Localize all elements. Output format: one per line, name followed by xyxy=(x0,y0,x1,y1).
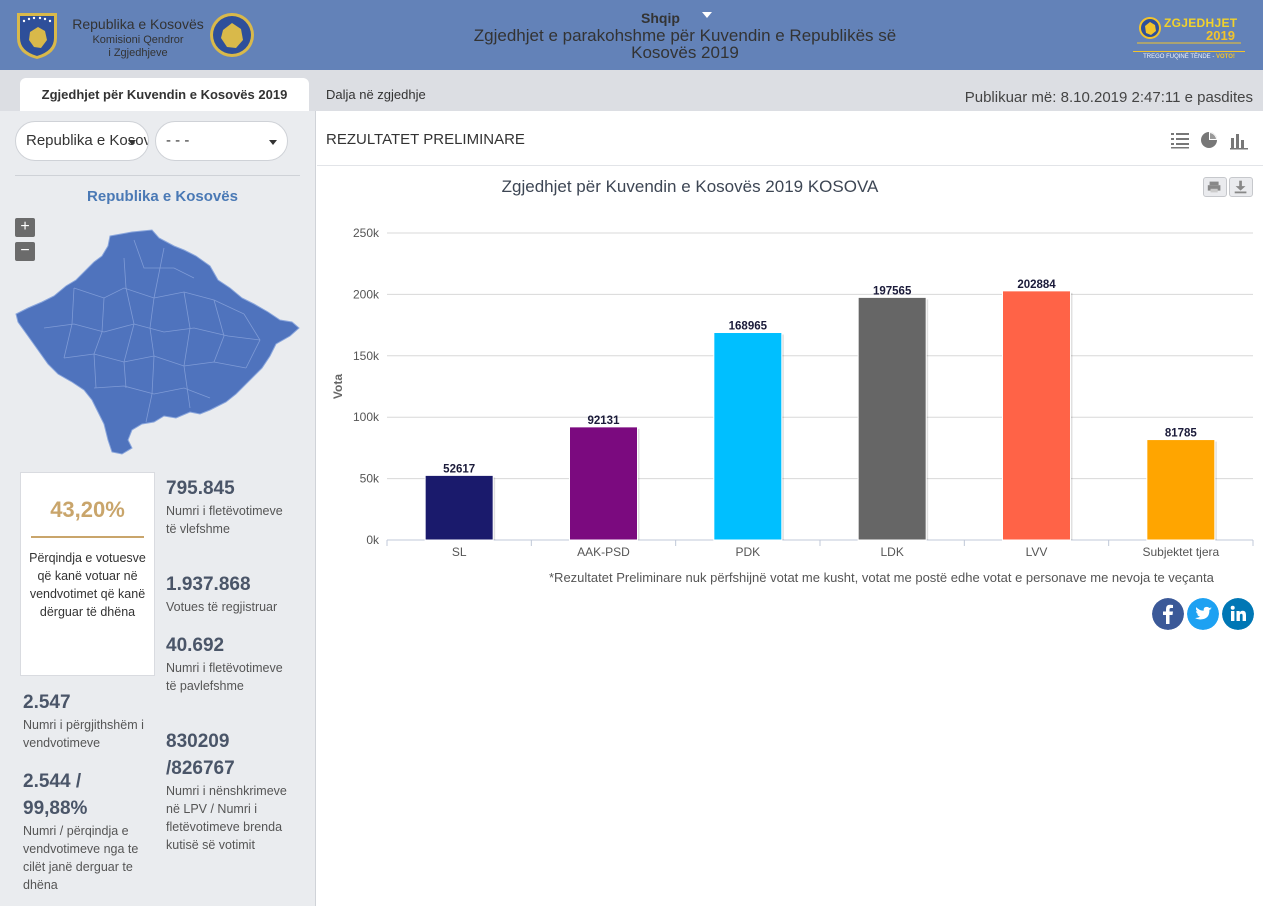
turnout-percentage: 43,20% xyxy=(50,497,125,522)
bar-chart-icon[interactable] xyxy=(1229,130,1249,150)
commission-seal-icon xyxy=(210,13,254,57)
invalid-ballots-label: Numri i fletëvotimeve të pavlefshme xyxy=(166,661,283,693)
municipality-borders xyxy=(43,239,261,423)
bar-pdk xyxy=(713,332,783,541)
y-tick-label: 100k xyxy=(353,410,380,424)
polling-stations-reported-label: Numri / përqindja e vendvotimeve nga te … xyxy=(23,824,139,892)
polling-stations-reported: 2.544 / 99,88% xyxy=(23,771,88,819)
bar-lvv xyxy=(1002,290,1071,541)
print-button[interactable] xyxy=(1203,177,1227,197)
x-tick-label: AAK-PSD xyxy=(577,545,630,559)
municipality-select-value: - - - xyxy=(166,132,190,149)
chevron-down-icon xyxy=(269,140,277,145)
published-timestamp: Publikuar më: 8.10.2019 2:47:11 e pasdit… xyxy=(964,89,1253,106)
valid-ballots-label: Numri i fletëvotimeve të vlefshme xyxy=(166,504,283,536)
chart-footnote: *Rezultatet Preliminare nuk përfshijnë v… xyxy=(549,570,1214,585)
y-tick-label: 250k xyxy=(353,226,380,240)
chevron-down-icon[interactable] xyxy=(702,12,712,18)
tab-assembly-elections[interactable]: Zgjedhjet për Kuvendin e Kosovës 2019 xyxy=(20,78,309,111)
bar-value-label: 168965 xyxy=(729,321,768,333)
facebook-icon[interactable] xyxy=(1152,598,1184,630)
signatures-ballots-count: 830209 /826767 xyxy=(166,731,235,779)
list-icon[interactable] xyxy=(1170,130,1190,150)
region-select[interactable]: Republika e Kosovës xyxy=(15,121,149,161)
tab-turnout[interactable]: Dalja në zgjedhje xyxy=(326,87,426,102)
logo-slogan-text: TREGO FUQINË TËNDE - xyxy=(1143,54,1215,60)
zoom-in-button[interactable]: + xyxy=(15,218,35,237)
turnout-description: Përqindja e votuesve që kanë votuar në v… xyxy=(29,551,146,619)
bar-subjektet-tjera xyxy=(1146,439,1216,541)
logo-slogan: TREGO FUQINË TËNDE - VOTO! xyxy=(1133,51,1245,60)
results-bar-chart: 0k 50k 100k 150k 200k 250k Vota 52617 SL 92131 AAK… xyxy=(331,226,1254,559)
x-tick-label: PDK xyxy=(735,545,760,559)
elections-2019-logo-icon xyxy=(1137,17,1241,44)
panel-title: REZULTATET PRELIMINARE xyxy=(326,131,525,148)
bar-value-label: 92131 xyxy=(588,415,621,427)
bar-value-label: 52617 xyxy=(443,463,475,475)
polling-stations-total: 2.547 xyxy=(23,692,71,713)
y-tick-label: 200k xyxy=(353,287,380,301)
brand-block: Republika e Kosovës Komisioni Qendror i … xyxy=(66,16,210,61)
registered-voters: 1.937.868 xyxy=(166,574,251,595)
chevron-down-icon xyxy=(128,140,136,145)
twitter-icon[interactable] xyxy=(1187,598,1219,630)
kosovo-map[interactable] xyxy=(14,228,302,458)
pie-chart-icon[interactable] xyxy=(1199,130,1219,150)
bar-value-label: 81785 xyxy=(1165,428,1198,440)
turnout-card: 43,20% Përqindja e votuesve që kanë votu… xyxy=(20,472,155,676)
municipality-select[interactable]: - - - xyxy=(155,121,288,161)
print-icon xyxy=(1207,181,1221,193)
x-tick-label: LDK xyxy=(880,545,903,559)
polling-stations-total-label: Numri i përgjithshëm i vendvotimeve xyxy=(23,718,144,750)
zoom-out-button[interactable]: − xyxy=(15,242,35,261)
valid-ballots: 795.845 xyxy=(166,478,235,499)
bar-value-label: 197565 xyxy=(873,285,912,297)
kosovo-map-shape xyxy=(15,229,300,455)
coat-of-arms-icon xyxy=(17,13,57,59)
registered-voters-label: Votues të regjistruar xyxy=(166,600,278,614)
invalid-ballots: 40.692 xyxy=(166,635,225,656)
y-axis-title: Vota xyxy=(331,374,345,399)
y-tick-label: 150k xyxy=(353,349,380,363)
panel-header xyxy=(317,111,1263,166)
brand-commission: Komisioni Qendror xyxy=(92,33,184,46)
map-title: Republika e Kosovës xyxy=(87,188,238,205)
logo-year: 2019 xyxy=(1206,28,1235,43)
chart-title: Zgjedhjet për Kuvendin e Kosovës 2019 KO… xyxy=(501,177,879,196)
x-tick-label: Subjektet tjera xyxy=(1142,545,1219,559)
signatures-ballots-label: Numri i nënshkrimeve në LPV / Numri i fl… xyxy=(166,784,287,852)
x-tick-label: LVV xyxy=(1026,545,1048,559)
brand-commission-line2: i Zgjedhjeve xyxy=(108,47,168,60)
bar-aak-psd xyxy=(569,426,638,541)
y-tick-label: 0k xyxy=(366,533,380,547)
language-selector[interactable]: Shqip xyxy=(641,10,680,26)
page-title: Zgjedhjet e parakohshme për Kuvendin e R… xyxy=(473,26,897,62)
bar-value-label: 202884 xyxy=(1017,279,1056,291)
x-tick-label: SL xyxy=(452,545,467,559)
region-select-value: Republika e Kosovës xyxy=(26,132,148,149)
divider xyxy=(15,175,300,176)
bar-ldk xyxy=(857,296,927,541)
bar-sl xyxy=(424,474,494,541)
logo-word: ZGJEDHJET xyxy=(1164,16,1238,30)
download-button[interactable] xyxy=(1229,177,1253,197)
logo-slogan-bold: VOTO! xyxy=(1216,54,1235,60)
divider xyxy=(31,536,144,538)
download-icon xyxy=(1234,180,1247,194)
linkedin-icon[interactable] xyxy=(1222,598,1254,630)
brand-country: Republika e Kosovës xyxy=(72,16,204,32)
y-tick-label: 50k xyxy=(360,472,380,486)
